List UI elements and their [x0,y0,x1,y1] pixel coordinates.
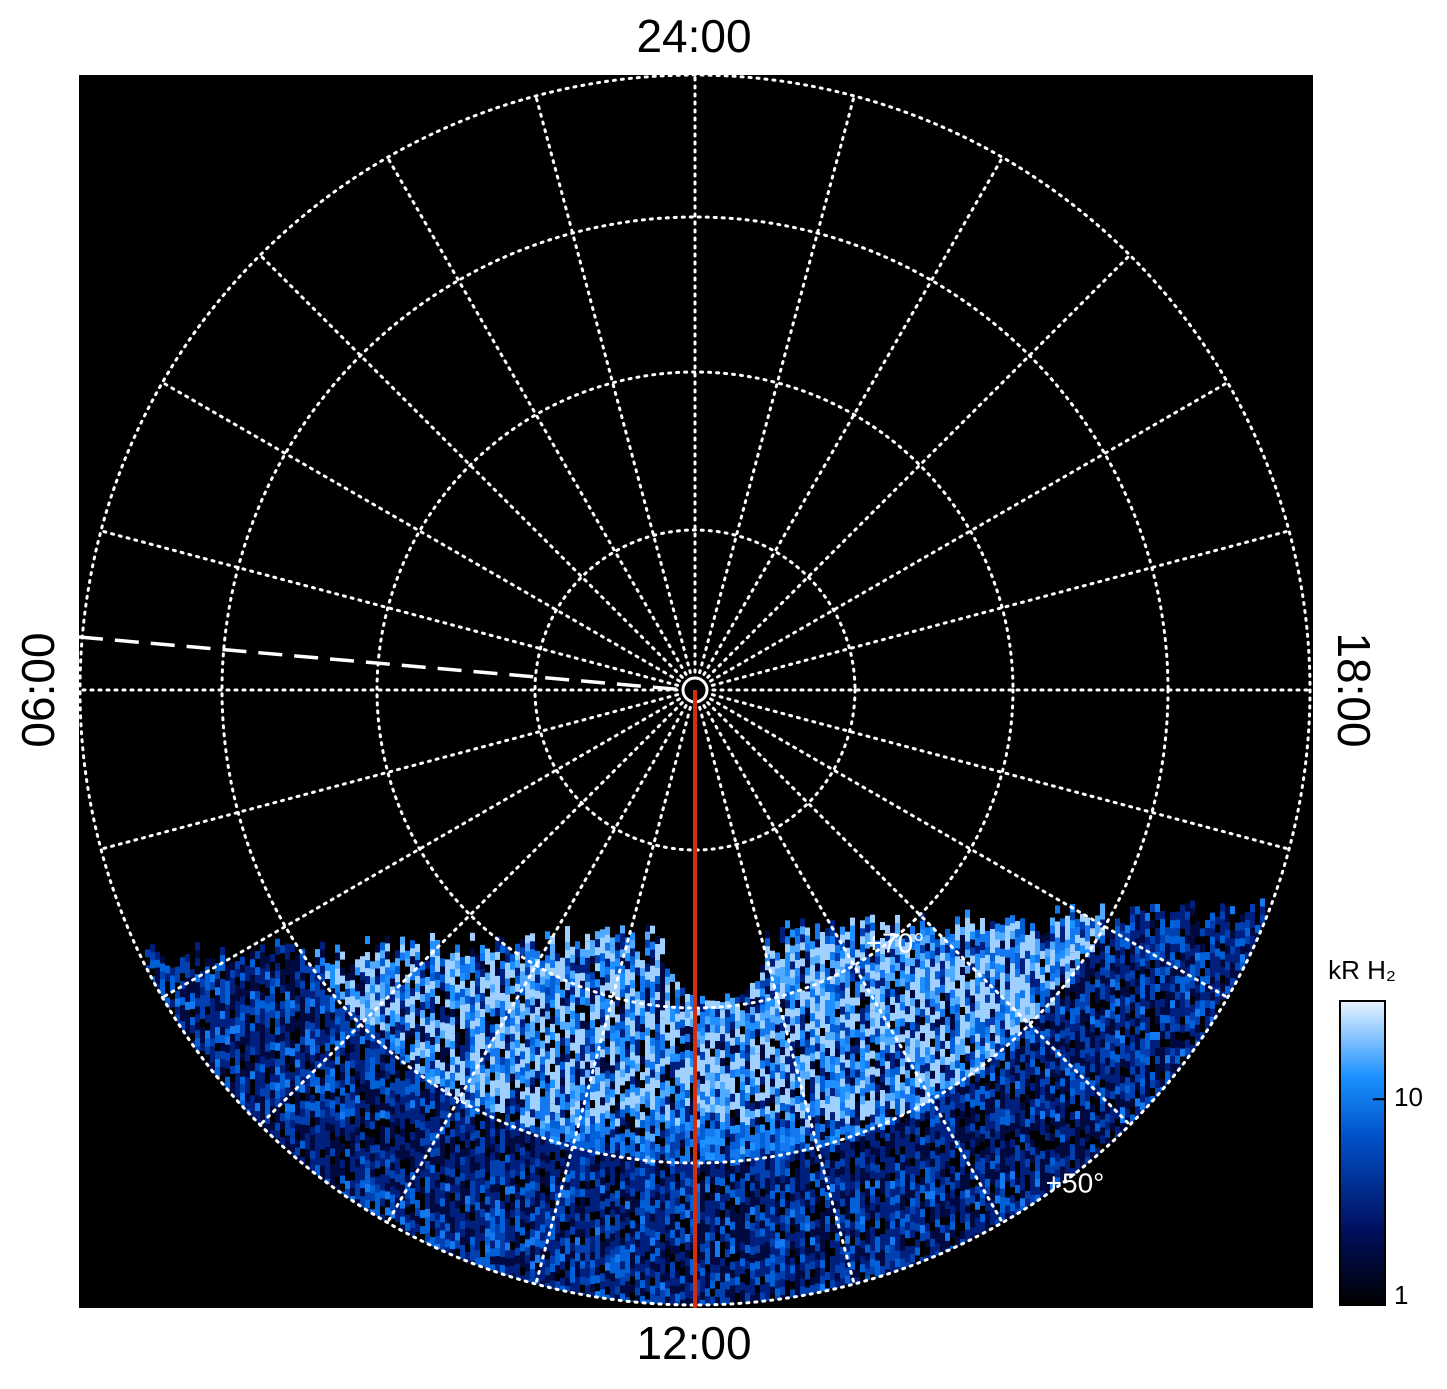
colorbar-label: kR H₂ [1328,955,1396,985]
latitude-label: +70° [866,927,925,958]
time-label: 06:00 [12,632,64,747]
latitude-label: +50° [1046,1167,1105,1198]
time-label: 12:00 [636,1317,751,1369]
colorbar-tick-label: 10 [1394,1082,1423,1112]
time-label: 18:00 [1328,632,1380,747]
time-label: 24:00 [636,10,751,62]
colorbar [1340,1001,1385,1305]
colorbar-tick-label: 1 [1394,1280,1408,1310]
